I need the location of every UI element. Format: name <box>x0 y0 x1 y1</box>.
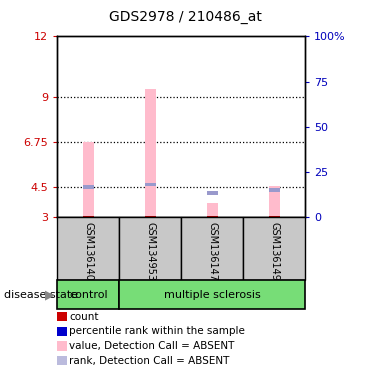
Text: GSM136140: GSM136140 <box>83 222 93 281</box>
Bar <box>269 188 280 192</box>
Bar <box>145 89 156 217</box>
Bar <box>207 203 218 217</box>
Text: percentile rank within the sample: percentile rank within the sample <box>69 326 245 336</box>
Bar <box>145 183 156 186</box>
Text: disease state: disease state <box>4 290 78 300</box>
Bar <box>83 185 94 189</box>
Bar <box>119 217 181 280</box>
Bar <box>269 187 280 217</box>
Bar <box>269 216 280 218</box>
Text: GSM136149: GSM136149 <box>269 222 279 281</box>
Bar <box>57 217 120 280</box>
Text: ▶: ▶ <box>45 288 55 301</box>
Text: count: count <box>69 312 99 322</box>
Bar <box>181 217 243 280</box>
Bar <box>119 280 305 309</box>
Bar <box>145 216 156 218</box>
Bar <box>83 142 94 217</box>
Text: GSM134953: GSM134953 <box>145 222 155 281</box>
Text: multiple sclerosis: multiple sclerosis <box>164 290 260 300</box>
Bar <box>207 191 218 195</box>
Bar <box>83 216 94 218</box>
Bar <box>207 216 218 218</box>
Text: value, Detection Call = ABSENT: value, Detection Call = ABSENT <box>69 341 235 351</box>
Bar <box>243 217 305 280</box>
Text: GDS2978 / 210486_at: GDS2978 / 210486_at <box>108 10 262 24</box>
Text: control: control <box>69 290 108 300</box>
Text: GSM136147: GSM136147 <box>207 222 217 281</box>
Bar <box>57 280 120 309</box>
Text: rank, Detection Call = ABSENT: rank, Detection Call = ABSENT <box>69 356 229 366</box>
